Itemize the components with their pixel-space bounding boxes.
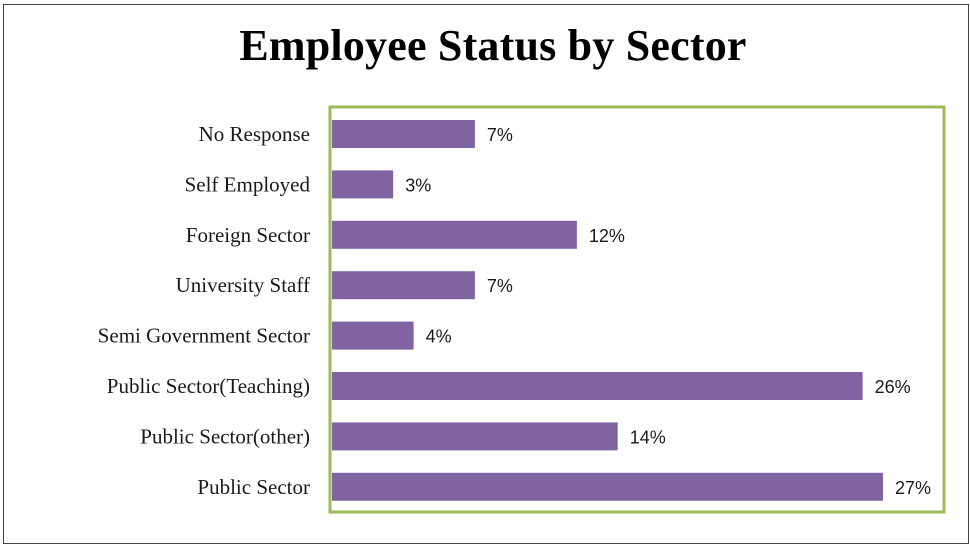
chart-title: Employee Status by Sector bbox=[239, 21, 747, 70]
category-label-7: Public Sector bbox=[197, 475, 310, 499]
category-label-1: Self Employed bbox=[185, 172, 311, 196]
category-label-2: Foreign Sector bbox=[186, 223, 310, 247]
chart-frame bbox=[3, 4, 969, 544]
bar-7 bbox=[332, 472, 883, 501]
bar-6 bbox=[332, 422, 618, 451]
bar-0 bbox=[332, 120, 475, 148]
bar-5 bbox=[332, 372, 863, 400]
value-label-5: 26% bbox=[875, 377, 911, 397]
value-label-0: 7% bbox=[487, 125, 513, 145]
bar-4 bbox=[332, 321, 414, 350]
value-label-7: 27% bbox=[895, 478, 931, 498]
plot-area-border bbox=[328, 105, 946, 514]
value-label-6: 14% bbox=[630, 427, 666, 447]
category-label-6: Public Sector(other) bbox=[140, 424, 310, 448]
value-label-2: 12% bbox=[589, 226, 625, 246]
bars-layer: No Response 7% Self Employed 3% Foreign Sect… bbox=[98, 120, 931, 501]
bar-2 bbox=[332, 220, 577, 249]
category-label-4: Semi Government Sector bbox=[98, 324, 310, 348]
category-label-3: University Staff bbox=[176, 273, 310, 297]
bar-3 bbox=[332, 271, 475, 300]
value-label-1: 3% bbox=[405, 175, 431, 195]
bar-1 bbox=[332, 170, 394, 199]
category-label-5: Public Sector(Teaching) bbox=[107, 374, 310, 398]
category-label-0: No Response bbox=[199, 122, 310, 146]
value-label-3: 7% bbox=[487, 276, 513, 296]
value-label-4: 4% bbox=[426, 327, 452, 347]
